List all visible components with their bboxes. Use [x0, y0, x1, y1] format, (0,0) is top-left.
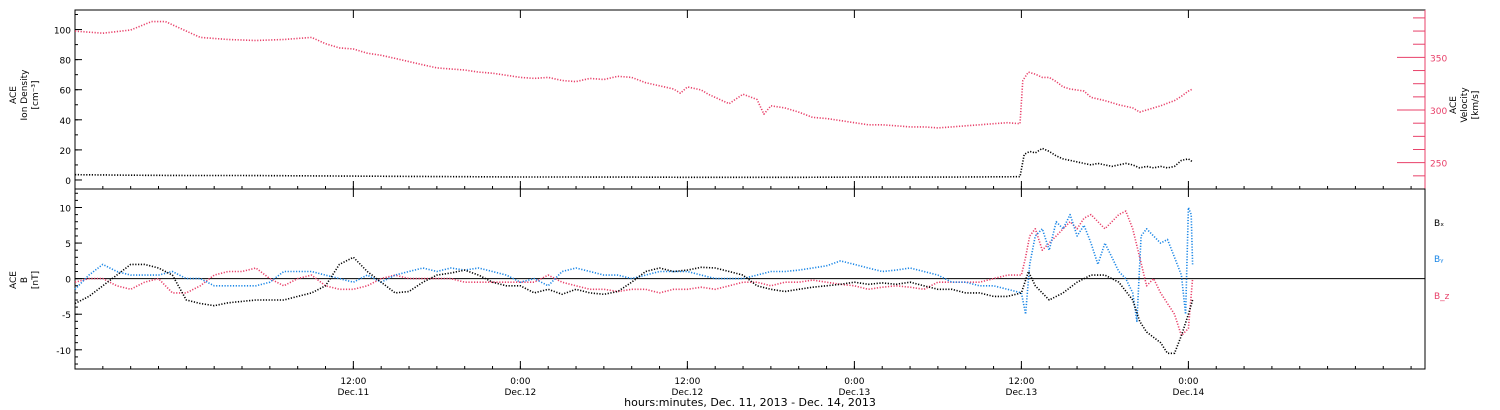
- xtick-date-label: Dec.12: [672, 388, 704, 398]
- bottom-left-axis-title-line1: ACE: [9, 271, 19, 289]
- xtick-time-label: 0:00: [510, 377, 530, 387]
- top-plot-frame: [74, 9, 1426, 190]
- top-right-axis-title-line1: ACE: [1449, 96, 1459, 114]
- bottom-left-axis-title-line3: [nT]: [31, 271, 41, 289]
- xtick-date-label: Dec.12: [504, 388, 536, 398]
- top-right-axis-title-line3: [km/s]: [1471, 91, 1481, 120]
- legend-bx: Bₓ: [1434, 219, 1444, 229]
- magnetic-field-panel: 12:00Dec.110:00Dec.1212:00Dec.120:00Dec.…: [56, 188, 1426, 398]
- legend-bz: B_z: [1434, 292, 1450, 302]
- bottom-ytick-label: -5: [62, 311, 71, 321]
- top-left-ytick-label: 0: [65, 177, 71, 187]
- ion-density-velocity-panel: 0 20 40 60 80 100 250 300 350: [54, 9, 1447, 190]
- x-axis-title: hours:minutes, Dec. 11, 2013 - Dec. 14, …: [624, 396, 876, 409]
- xtick-time-label: 0:00: [1178, 377, 1198, 387]
- xtick-time-label: 12:00: [340, 377, 366, 387]
- top-right-ytick-label: 300: [1430, 107, 1447, 117]
- bottom-ytick-label: 10: [60, 204, 72, 214]
- bz-series: [74, 210, 1194, 337]
- bottom-ytick-label: -10: [56, 347, 71, 357]
- top-right-axis-title-line2: Velocity: [1460, 87, 1470, 123]
- bottom-left-axis-title-line2: B: [20, 277, 30, 283]
- top-left-ytick-label: 20: [60, 147, 72, 157]
- ion-density-series: [74, 147, 1194, 179]
- top-left-axis-title: ACE Ion Density [cm⁻³]: [9, 69, 41, 121]
- top-right-ytick-label: 350: [1430, 54, 1447, 64]
- xtick-date-label: Dec.14: [1173, 388, 1205, 398]
- top-right-ytick-label: 250: [1430, 160, 1447, 170]
- velocity-series: [74, 20, 1193, 129]
- xtick-time-label: 12:00: [674, 377, 700, 387]
- top-left-ytick-label: 60: [60, 87, 72, 97]
- xtick-date-label: Dec.11: [337, 388, 369, 398]
- xtick-date-label: Dec.13: [839, 388, 871, 398]
- bottom-ytick-label: 0: [65, 276, 71, 286]
- bottom-ytick-label: 5: [65, 240, 71, 250]
- xtick-date-label: Dec.13: [1006, 388, 1038, 398]
- top-left-axis-title-line3: [cm⁻³]: [31, 80, 41, 109]
- xtick-time-label: 0:00: [844, 377, 864, 387]
- top-left-axis-title-line1: ACE: [9, 86, 19, 104]
- top-left-ytick-label: 100: [54, 27, 71, 37]
- xtick-time-label: 12:00: [1008, 377, 1034, 387]
- top-left-ytick-label: 80: [60, 57, 72, 67]
- top-left-ytick-label: 40: [60, 117, 72, 127]
- bx-series: [74, 256, 1194, 355]
- by-series: [74, 206, 1194, 323]
- top-left-axis-title-line2: Ion Density: [20, 69, 30, 121]
- top-right-axis-title: ACE Velocity [km/s]: [1449, 87, 1481, 123]
- legend-by: Bᵧ: [1434, 255, 1444, 265]
- bottom-left-axis-title: ACE B [nT]: [9, 271, 41, 289]
